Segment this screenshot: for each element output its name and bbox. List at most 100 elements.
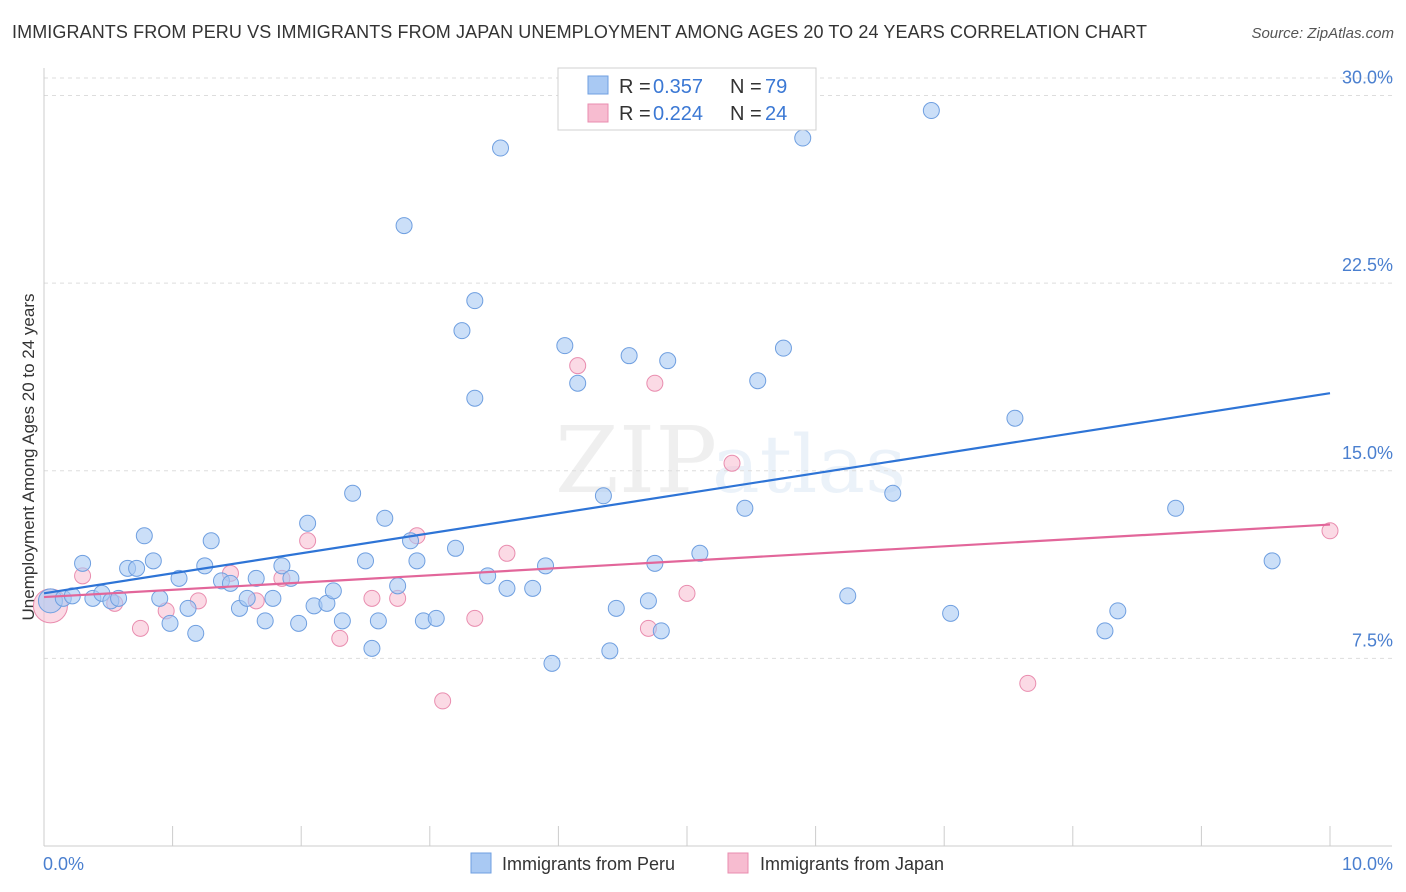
point-peru-51 [498, 579, 516, 597]
legend-japan-n-value: 24 [765, 103, 787, 125]
point-peru-73 [942, 604, 960, 622]
point-peru-29 [299, 514, 317, 532]
y-axis-label: Unemployment Among Ages 20 to 24 years [19, 294, 38, 621]
point-peru-70 [839, 587, 857, 605]
trend-line-japan [43, 523, 1331, 599]
legend-japan-r-label: R = [619, 103, 651, 125]
point-peru-72 [922, 102, 940, 120]
point-japan-14 [434, 692, 452, 710]
point-peru-28 [290, 614, 308, 632]
bottom-legend-swatch-peru [470, 852, 492, 874]
point-peru-44 [427, 609, 445, 627]
point-peru-74 [1006, 409, 1024, 427]
point-peru-42 [408, 552, 426, 570]
point-peru-50 [492, 139, 510, 157]
bottom-legend-swatch-japan [727, 852, 749, 874]
point-japan-16 [498, 544, 516, 562]
point-japan-21 [723, 454, 741, 472]
point-peru-64 [659, 352, 677, 370]
point-peru-63 [652, 622, 670, 640]
y-tick-label-2: 22.5% [1342, 255, 1393, 275]
point-peru-11 [144, 552, 162, 570]
point-peru-35 [357, 552, 374, 570]
grid [44, 77, 1392, 659]
point-japan-11 [363, 589, 381, 607]
point-peru-14 [170, 569, 188, 587]
legend-peru-n-value: 79 [765, 76, 787, 98]
point-peru-49 [479, 567, 497, 585]
chart-source: Source: ZipAtlas.com [1251, 25, 1394, 42]
point-peru-76 [1109, 602, 1127, 620]
point-peru-9 [128, 559, 146, 577]
point-peru-24 [256, 612, 274, 630]
point-japan-10 [331, 629, 349, 647]
y-tick-label-3: 30.0% [1342, 68, 1393, 88]
legend-peru-r-label: R = [619, 76, 651, 98]
point-japan-9 [299, 532, 317, 550]
watermark-zip: ZIP [555, 407, 717, 514]
legend: R = 0.357 N = 79 R = 0.224 N = 24 [557, 67, 817, 131]
point-peru-32 [324, 582, 342, 600]
point-peru-34 [344, 484, 362, 502]
point-peru-54 [543, 654, 561, 672]
point-japan-17 [569, 357, 587, 375]
point-peru-58 [601, 642, 619, 660]
point-peru-10 [135, 527, 153, 545]
point-peru-55 [556, 337, 574, 355]
point-peru-53 [537, 557, 555, 575]
point-peru-60 [620, 347, 638, 365]
point-peru-16 [187, 624, 205, 642]
bottom-legend: Immigrants from Peru Immigrants from Jap… [470, 852, 944, 874]
point-japan-20 [678, 584, 696, 602]
point-japan-19 [646, 374, 664, 392]
point-japan-22 [1019, 674, 1037, 692]
bottom-legend-label-japan: Immigrants from Japan [760, 854, 944, 874]
chart-title: IMMIGRANTS FROM PERU VS IMMIGRANTS FROM … [12, 22, 1148, 42]
point-peru-46 [453, 322, 471, 340]
bottom-legend-label-peru: Immigrants from Peru [502, 854, 675, 874]
point-peru-77 [1167, 499, 1185, 517]
point-peru-33 [333, 612, 351, 630]
point-peru-68 [774, 339, 792, 357]
x-tick-label-min: 0.0% [43, 854, 84, 874]
point-peru-12 [151, 589, 169, 607]
point-peru-3 [74, 554, 92, 572]
x-axis-ticks [172, 826, 1331, 846]
point-peru-7 [110, 589, 128, 607]
point-peru-17 [196, 557, 214, 575]
y-axis-tick-labels: 7.5% 15.0% 22.5% 30.0% [1342, 68, 1393, 651]
point-peru-67 [749, 372, 767, 390]
point-peru-15 [179, 599, 197, 617]
legend-japan-n-label: N = [730, 103, 762, 125]
point-peru-57 [594, 487, 612, 505]
point-peru-59 [607, 599, 625, 617]
point-japan-15 [466, 609, 484, 627]
point-peru-20 [221, 574, 239, 592]
point-peru-36 [363, 639, 381, 657]
legend-swatch-peru [587, 75, 609, 95]
point-peru-48 [466, 292, 484, 310]
x-tick-label-max: 10.0% [1342, 854, 1393, 874]
point-peru-47 [466, 389, 484, 407]
point-peru-39 [389, 577, 407, 595]
y-tick-label-1: 15.0% [1342, 443, 1393, 463]
point-peru-22 [238, 589, 256, 607]
point-peru-75 [1096, 622, 1114, 640]
point-peru-71 [884, 484, 902, 502]
point-peru-40 [395, 217, 413, 235]
trend-line-peru [43, 392, 1331, 595]
legend-peru-r-value: 0.357 [653, 76, 703, 98]
point-peru-61 [639, 592, 657, 610]
point-peru-56 [569, 374, 587, 392]
point-peru-66 [736, 499, 754, 517]
point-peru-37 [369, 612, 387, 630]
point-peru-25 [264, 589, 282, 607]
point-peru-78 [1263, 552, 1281, 570]
legend-swatch-japan [587, 103, 609, 123]
legend-peru-n-label: N = [730, 76, 762, 98]
point-peru-45 [447, 539, 465, 557]
point-japan-23 [1321, 522, 1339, 540]
point-peru-23 [247, 569, 265, 587]
point-peru-13 [161, 614, 179, 632]
